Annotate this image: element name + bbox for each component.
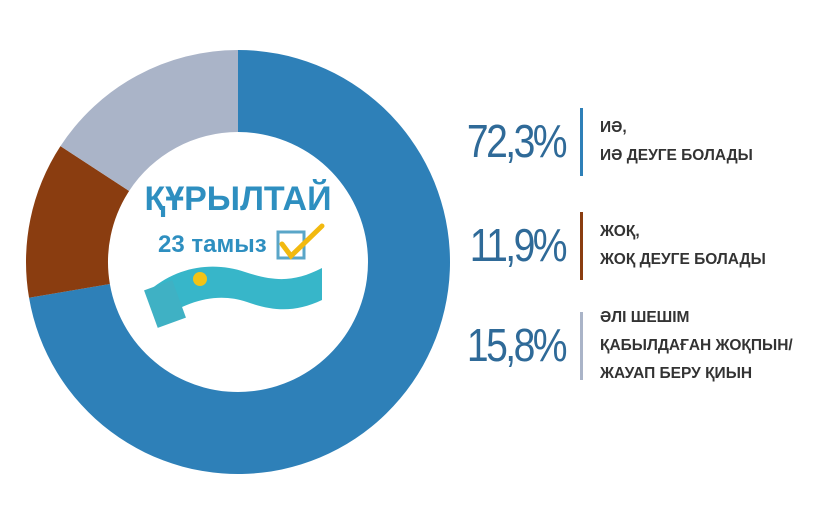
legend-bar <box>580 108 583 176</box>
legend-label: ЖОҚ, ЖОҚ ДЕУГЕ БОЛАДЫ <box>600 223 766 268</box>
donut-segment <box>29 50 451 474</box>
legend-bar <box>580 212 583 280</box>
value-label: 11,9% <box>469 219 568 271</box>
sun <box>193 272 207 286</box>
logo-title: ҚҰРЫЛТАЙ <box>144 179 331 218</box>
value-label: 15,8% <box>466 319 568 371</box>
flag <box>144 280 186 328</box>
value-label: 72,3% <box>466 115 568 167</box>
donut-segment <box>25 146 130 298</box>
ribbon <box>150 266 322 320</box>
donut-segment <box>60 50 238 191</box>
logo-date: 23 тамыз <box>158 231 267 258</box>
legend-label: ӘЛІ ШЕШІМ ҚАБЫЛДАҒАН ЖОҚПЫН/ ЖАУАП БЕРУ … <box>600 309 793 382</box>
donut <box>25 50 451 474</box>
center-logo: ҚҰРЫЛТАЙ 23 тамыз <box>144 179 332 328</box>
checkmark <box>279 223 325 260</box>
legend-bar <box>580 312 583 380</box>
legend-label: ИӘ, ИӘ ДЕУГЕ БОЛАДЫ <box>600 119 753 164</box>
